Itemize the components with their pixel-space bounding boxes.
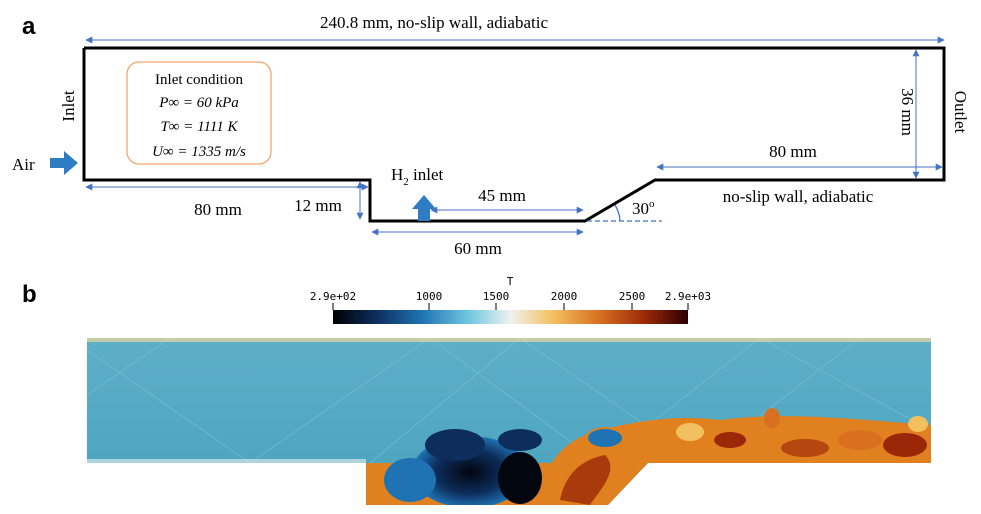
inlet-pressure: P∞ = 60 kPa bbox=[158, 95, 239, 111]
panel-a-label: a bbox=[22, 13, 36, 40]
bottom-wall-label: no-slip wall, adiabatic bbox=[723, 187, 874, 206]
panel-b-label: b bbox=[22, 281, 37, 308]
hot-eddy bbox=[560, 455, 611, 505]
hot-eddy bbox=[908, 416, 928, 432]
colorbar-tick-label: 2.9e+02 bbox=[310, 290, 356, 303]
colorbar-tick-label: 2000 bbox=[551, 290, 578, 303]
inlet-velocity: U∞ = 1335 m/s bbox=[152, 144, 246, 160]
colorbar-tick-label: 2.9e+03 bbox=[665, 290, 711, 303]
ramp-angle-label: 30o bbox=[632, 198, 655, 218]
bottom-boundary-layer bbox=[87, 459, 366, 463]
inlet-condition-title: Inlet condition bbox=[155, 72, 243, 88]
hot-eddy bbox=[883, 433, 927, 457]
height-dimension-label: 36 mm bbox=[898, 88, 917, 136]
colorbar-title: T bbox=[507, 275, 514, 288]
h2-inlet-h: H bbox=[391, 165, 403, 184]
ramp-angle-degree: o bbox=[649, 198, 655, 210]
hot-eddy bbox=[764, 408, 780, 428]
hot-eddy bbox=[676, 423, 704, 441]
cold-eddy bbox=[586, 427, 624, 449]
cold-eddy bbox=[498, 429, 542, 451]
h2-injection-arrow-icon bbox=[412, 195, 436, 221]
left-length-label: 80 mm bbox=[194, 200, 242, 219]
cold-fuel-jet-core bbox=[498, 452, 542, 504]
ramp-angle-arc bbox=[614, 204, 621, 222]
inlet-temperature: T∞ = 1111 K bbox=[160, 119, 238, 135]
h2-inlet-label: H2 inlet bbox=[391, 165, 444, 188]
flame-mixing-layer bbox=[540, 416, 931, 505]
temperature-field bbox=[87, 338, 931, 505]
colorbar-tick-label: 1000 bbox=[416, 290, 443, 303]
hot-eddy bbox=[781, 439, 829, 457]
temperature-colorbar bbox=[333, 310, 688, 324]
cavity-length-label: 60 mm bbox=[454, 239, 502, 258]
hot-eddy bbox=[714, 432, 746, 448]
air-label: Air bbox=[12, 155, 35, 174]
colorbar-tick-label: 2500 bbox=[619, 290, 646, 303]
inlet-label: Inlet bbox=[59, 90, 78, 121]
h2-offset-label: 45 mm bbox=[478, 186, 526, 205]
colorbar-ticks: 2.9e+02 1000 1500 2000 2500 2.9e+03 bbox=[310, 290, 711, 310]
h2-inlet-subscript: 2 bbox=[403, 176, 409, 188]
step-depth-label: 12 mm bbox=[294, 196, 342, 215]
cold-eddy bbox=[384, 458, 436, 502]
combustor-geometry-outline bbox=[82, 46, 946, 223]
outlet-label: Outlet bbox=[951, 91, 970, 134]
top-dimension-label: 240.8 mm, no-slip wall, adiabatic bbox=[320, 13, 548, 32]
inlet-condition-box bbox=[126, 61, 272, 165]
air-inflow-arrow-icon bbox=[50, 151, 78, 175]
ramp-angle-value: 30 bbox=[632, 199, 649, 218]
colorbar-tick-label: 1500 bbox=[483, 290, 510, 303]
right-length-label: 80 mm bbox=[769, 142, 817, 161]
hot-eddy bbox=[838, 430, 882, 450]
top-boundary-layer bbox=[87, 338, 931, 342]
h2-inlet-suffix: inlet bbox=[409, 165, 444, 184]
cold-eddy bbox=[425, 429, 485, 461]
